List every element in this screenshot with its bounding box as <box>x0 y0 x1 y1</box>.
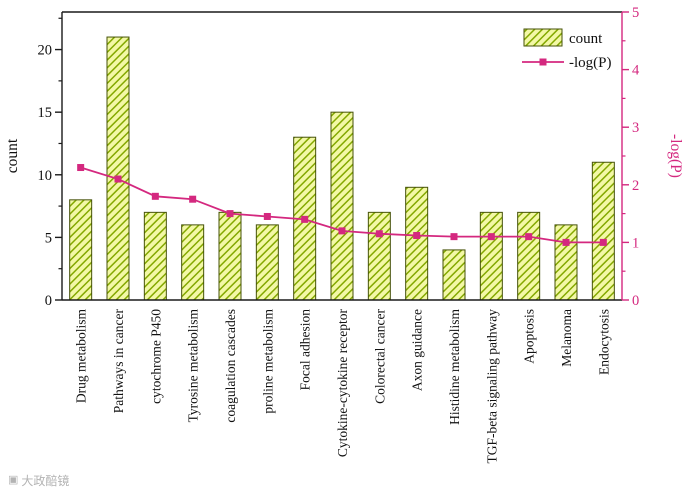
bar-count <box>69 199 93 301</box>
right-tick-label: 3 <box>632 120 639 136</box>
left-tick-label: 15 <box>38 105 53 121</box>
left-tick-label: 20 <box>38 43 53 59</box>
category-label: cytochrome P450 <box>148 309 163 404</box>
logp-marker <box>114 175 122 183</box>
logp-marker <box>599 238 607 246</box>
logp-marker <box>487 233 495 241</box>
watermark-text: 大政醅镜 <box>21 474 70 488</box>
left-tick-label: 5 <box>45 230 52 246</box>
legend-line-marker <box>539 58 547 66</box>
category-label: Histidine metabolism <box>447 309 462 425</box>
x-axis-labels: Drug metabolism Pathways in cancer cytochr… <box>74 309 612 464</box>
logp-marker <box>263 212 271 220</box>
logp-marker <box>562 238 570 246</box>
bar-count <box>405 186 429 301</box>
legend-logp-label: -log(P) <box>569 55 612 71</box>
logp-marker <box>226 210 234 218</box>
logp-marker <box>338 227 346 235</box>
logp-marker <box>450 233 458 241</box>
category-label: Drug metabolism <box>74 309 89 404</box>
category-label: Axon guidance <box>410 309 425 391</box>
bar-count <box>218 211 242 301</box>
bar-count <box>479 211 503 301</box>
bar-count <box>517 211 541 301</box>
bar-count <box>181 224 205 301</box>
category-label: proline metabolism <box>260 309 275 414</box>
category-label: TGF-beta signaling pathway <box>484 309 499 464</box>
watermark: ▣ 大政醅镜 <box>8 472 69 489</box>
right-tick-label: 2 <box>632 178 639 194</box>
legend: count -log(P) <box>522 28 612 71</box>
category-label: coagulation cascades <box>223 309 238 423</box>
logp-marker <box>77 164 85 172</box>
bar-count <box>255 224 279 301</box>
legend-count-label: count <box>569 31 603 47</box>
logp-marker <box>375 230 383 238</box>
category-label: Melanoma <box>559 309 574 367</box>
logp-marker <box>525 233 533 241</box>
logp-line-series <box>77 164 607 246</box>
bar-count <box>554 224 578 301</box>
right-axis: 0 1 2 3 4 5 -log(P) <box>622 5 684 309</box>
bar-count <box>367 211 391 301</box>
bar-count <box>591 161 615 301</box>
bar-count <box>330 111 354 301</box>
bar-count <box>106 36 130 301</box>
category-label: Cytokine-cytokine receptor <box>335 309 350 458</box>
category-label: Pathways in cancer <box>111 309 126 414</box>
category-label: Apoptosis <box>522 309 537 364</box>
watermark-logo-icon: ▣ <box>8 474 19 486</box>
left-tick-label: 0 <box>45 293 52 309</box>
legend-count-swatch <box>523 28 563 47</box>
logp-marker <box>301 215 309 223</box>
right-tick-label: 0 <box>632 293 639 309</box>
category-label: Focal adhesion <box>298 309 313 391</box>
left-axis: 0 5 10 15 20 count <box>4 17 62 309</box>
category-label: Endocytosis <box>596 309 611 375</box>
right-axis-title: -log(P) <box>667 134 684 178</box>
right-tick-label: 4 <box>632 63 640 79</box>
right-tick-label: 5 <box>632 5 639 21</box>
bar-count <box>143 211 167 301</box>
logp-marker <box>151 192 159 200</box>
category-label: Tyrosine metabolism <box>186 309 201 423</box>
left-axis-title: count <box>4 138 21 173</box>
left-tick-label: 10 <box>38 168 53 184</box>
logp-marker <box>189 195 197 203</box>
right-tick-label: 1 <box>632 235 639 251</box>
logp-marker <box>413 231 421 239</box>
category-label: Colorectal cancer <box>372 309 387 404</box>
bar-count <box>442 249 466 301</box>
count-bars <box>69 36 615 301</box>
